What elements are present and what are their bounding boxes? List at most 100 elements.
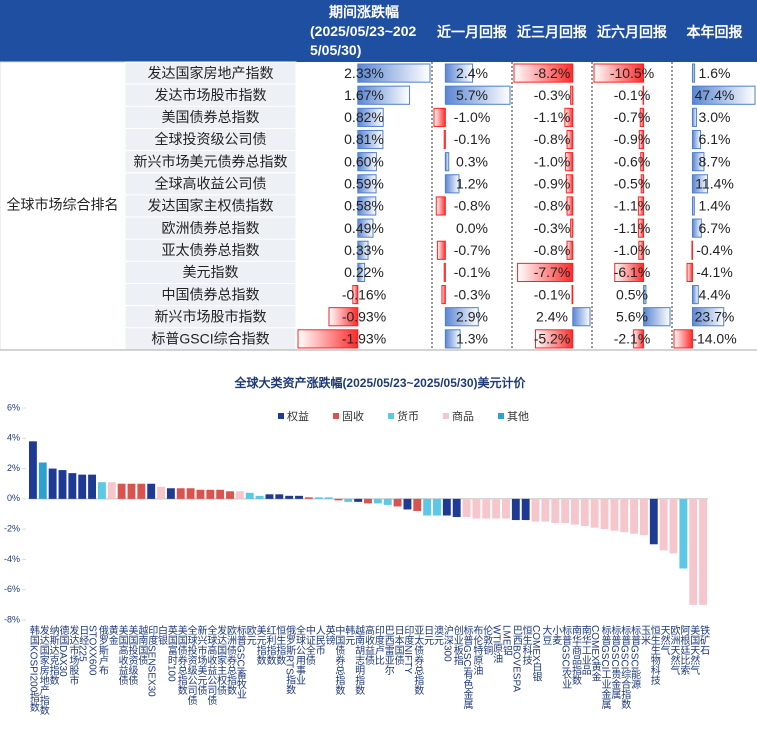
legend-label: 货币 [397,409,419,423]
x-tick-label: 日元 [422,625,434,645]
header-bg [0,0,757,62]
bar [423,498,432,516]
bar [383,498,392,505]
bar [452,498,461,518]
data-bar [566,129,574,150]
x-tick-label: 巴西BOVESPA [510,625,522,693]
cell-value: 6.1% [699,131,731,147]
x-tick-label: 小麦 [550,625,562,646]
data-bar [643,285,647,305]
bar [265,494,274,499]
data-bar [643,307,671,327]
cell-value: -5.2% [534,331,571,347]
row-name: 中国债券总指数 [162,286,260,302]
bar [107,482,116,499]
bar [235,491,244,499]
cell-value: 1.67% [344,87,384,103]
data-bar [436,240,446,260]
cell-value: 6.7% [699,220,731,236]
x-tick-label: 德国DAX30 [57,624,69,677]
x-tick-label: 英国富时100 [165,624,177,682]
bar [245,492,254,499]
cell-value: -0.9% [534,176,571,192]
data-bar [637,218,645,238]
cell-value: -1.0% [614,242,651,258]
x-tick-label: 俄罗斯RTS指数 [284,625,296,696]
bar [433,498,441,516]
x-tick-label: 俄罗斯卢布 [96,625,108,676]
cell-value: 0.33% [344,242,384,258]
data-bar [444,152,450,172]
data-bar [444,174,460,194]
cell-value: 0.82% [344,109,384,125]
bar [354,498,363,502]
bar [295,495,303,499]
bar [630,498,639,534]
x-tick-label: 美国高收益债 [116,624,128,686]
bar [600,498,609,530]
bar [48,468,57,499]
x-tick-label: 全球公用事业 [294,624,306,685]
row-name: 新兴市场美元债券总指数 [134,153,288,169]
x-tick-label: 亚太债券总指数 [412,625,424,696]
data-bar [564,107,574,127]
x-tick-label: 中国债券总指数 [333,624,345,696]
data-bar [640,174,645,194]
x-tick-label: 布伦特原油 [471,625,483,675]
cell-value: 0.49% [344,220,384,236]
row-name: 发达国家房地产指数 [148,65,274,81]
column-header: 本年回报 [686,24,743,40]
data-bar [444,307,479,327]
x-tick-label: 标普GSCI农业 [560,625,572,690]
bar [304,497,313,499]
y-tick-label: 6% [7,402,20,412]
cell-value: 4.4% [699,286,731,302]
cell-value: 0.22% [344,264,384,280]
cell-value: -0.3% [454,286,491,302]
x-tick-label: 标普GSCI畜牧业 [234,625,246,700]
bar [28,441,37,499]
x-tick-label: 印度SENSEX30 [146,625,158,697]
cell-value: -0.7% [454,242,491,258]
cell-value: 0.59% [344,176,384,192]
data-bar [565,174,574,194]
x-tick-label: 大豆 [540,624,552,645]
row-name: 标普GSCI综合指数 [151,331,269,347]
cell-value: -0.1% [454,131,491,147]
bar [88,474,96,499]
bar [511,498,520,521]
bar [285,495,294,499]
bar [590,498,599,528]
data-bar [357,218,374,238]
x-tick-label: 美国债券总指数 [175,624,187,696]
data-bar [691,240,693,260]
cell-value: 0.81% [344,131,384,147]
x-tick-label: 全球投资级公司债 [185,624,197,706]
row-name: 欧洲债券总指数 [162,220,260,236]
cell-value: 0.60% [344,153,384,169]
data-bar [352,285,359,305]
cell-value: 1.3% [456,331,488,347]
cell-value: -10.5% [610,65,654,81]
cell-value: -0.16% [342,286,386,302]
bar [580,498,589,527]
legend-swatch [388,413,394,419]
bar [649,498,658,545]
data-bar [686,262,693,283]
cell-value: -0.8% [454,198,491,214]
x-tick-label: 美国投资级债 [126,624,138,686]
x-tick-label: 铁矿石 [698,624,710,655]
period-title: 期间涨跌幅 [329,4,399,20]
x-tick-label: 标普GSCI能源 [629,625,641,690]
data-bar [444,63,474,83]
data-bar [443,129,446,150]
chart-title: 全球大类资产涨跌幅(2025/05/23~2025/05/30)美元计价 [233,375,526,390]
cell-value: -0.3% [534,87,571,103]
data-bar [691,218,702,238]
cell-value: -0.1% [614,87,651,103]
data-bar [640,152,645,172]
bar [482,498,491,519]
x-tick-label: 发达国家主权债 [215,624,227,696]
data-bar [633,329,645,349]
